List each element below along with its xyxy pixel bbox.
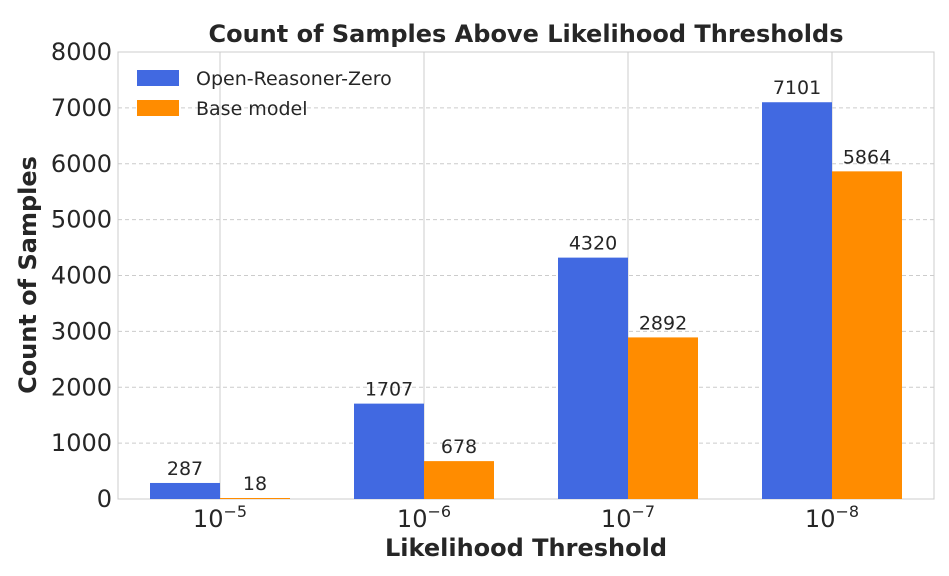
- bar-value-label: 287: [167, 458, 203, 480]
- y-tick-label: 7000: [51, 94, 112, 122]
- y-tick-label: 5000: [51, 206, 112, 234]
- bar-base-model: [628, 337, 698, 499]
- bar-open-reasoner-zero: [354, 403, 424, 499]
- bar-open-reasoner-zero: [558, 257, 628, 499]
- legend-label: Open-Reasoner-Zero: [196, 68, 392, 90]
- bar-open-reasoner-zero: [150, 482, 220, 499]
- x-tick-label: 10−8: [805, 502, 859, 533]
- bar-open-reasoner-zero: [762, 102, 832, 499]
- y-ticks-layer: 0 1000 2000 3000 4000 5000 6000 7000 8000: [51, 38, 112, 513]
- y-tick-label: 1000: [51, 429, 112, 457]
- legend: Open-Reasoner-Zero Base model: [137, 68, 392, 120]
- legend-swatch: [137, 100, 179, 116]
- x-axis-label: Likelihood Threshold: [385, 534, 667, 562]
- bar-value-label: 18: [243, 473, 267, 495]
- x-tick-label: 10−6: [397, 502, 451, 533]
- x-tick-label: 10−7: [601, 502, 655, 533]
- bar-base-model: [220, 497, 290, 499]
- y-tick-label: 3000: [51, 317, 112, 345]
- bar-value-label: 1707: [365, 379, 413, 401]
- y-tick-label: 6000: [51, 150, 112, 178]
- bar-value-label: 678: [441, 436, 477, 458]
- bar-value-label: 4320: [569, 233, 617, 255]
- bar-base-model: [424, 461, 494, 499]
- bar-value-label: 5864: [843, 146, 891, 168]
- y-tick-label: 0: [97, 485, 112, 513]
- bar-value-label: 2892: [639, 312, 687, 334]
- legend-label: Base model: [196, 98, 307, 120]
- y-axis-label: Count of Samples: [14, 156, 42, 394]
- x-ticks-layer: 10−5 10−6 10−7 10−8: [193, 502, 859, 533]
- legend-swatch: [137, 70, 179, 86]
- y-tick-label: 2000: [51, 373, 112, 401]
- chart-title: Count of Samples Above Likelihood Thresh…: [208, 20, 843, 48]
- bar-base-model: [832, 171, 902, 499]
- y-tick-label: 4000: [51, 262, 112, 290]
- bar-labels-layer: 287 1707 4320 7101 18 678 2892 5864: [167, 77, 891, 495]
- y-tick-label: 8000: [51, 38, 112, 66]
- x-tick-label: 10−5: [193, 502, 247, 533]
- bar-value-label: 7101: [773, 77, 821, 99]
- bars-layer: [150, 102, 902, 499]
